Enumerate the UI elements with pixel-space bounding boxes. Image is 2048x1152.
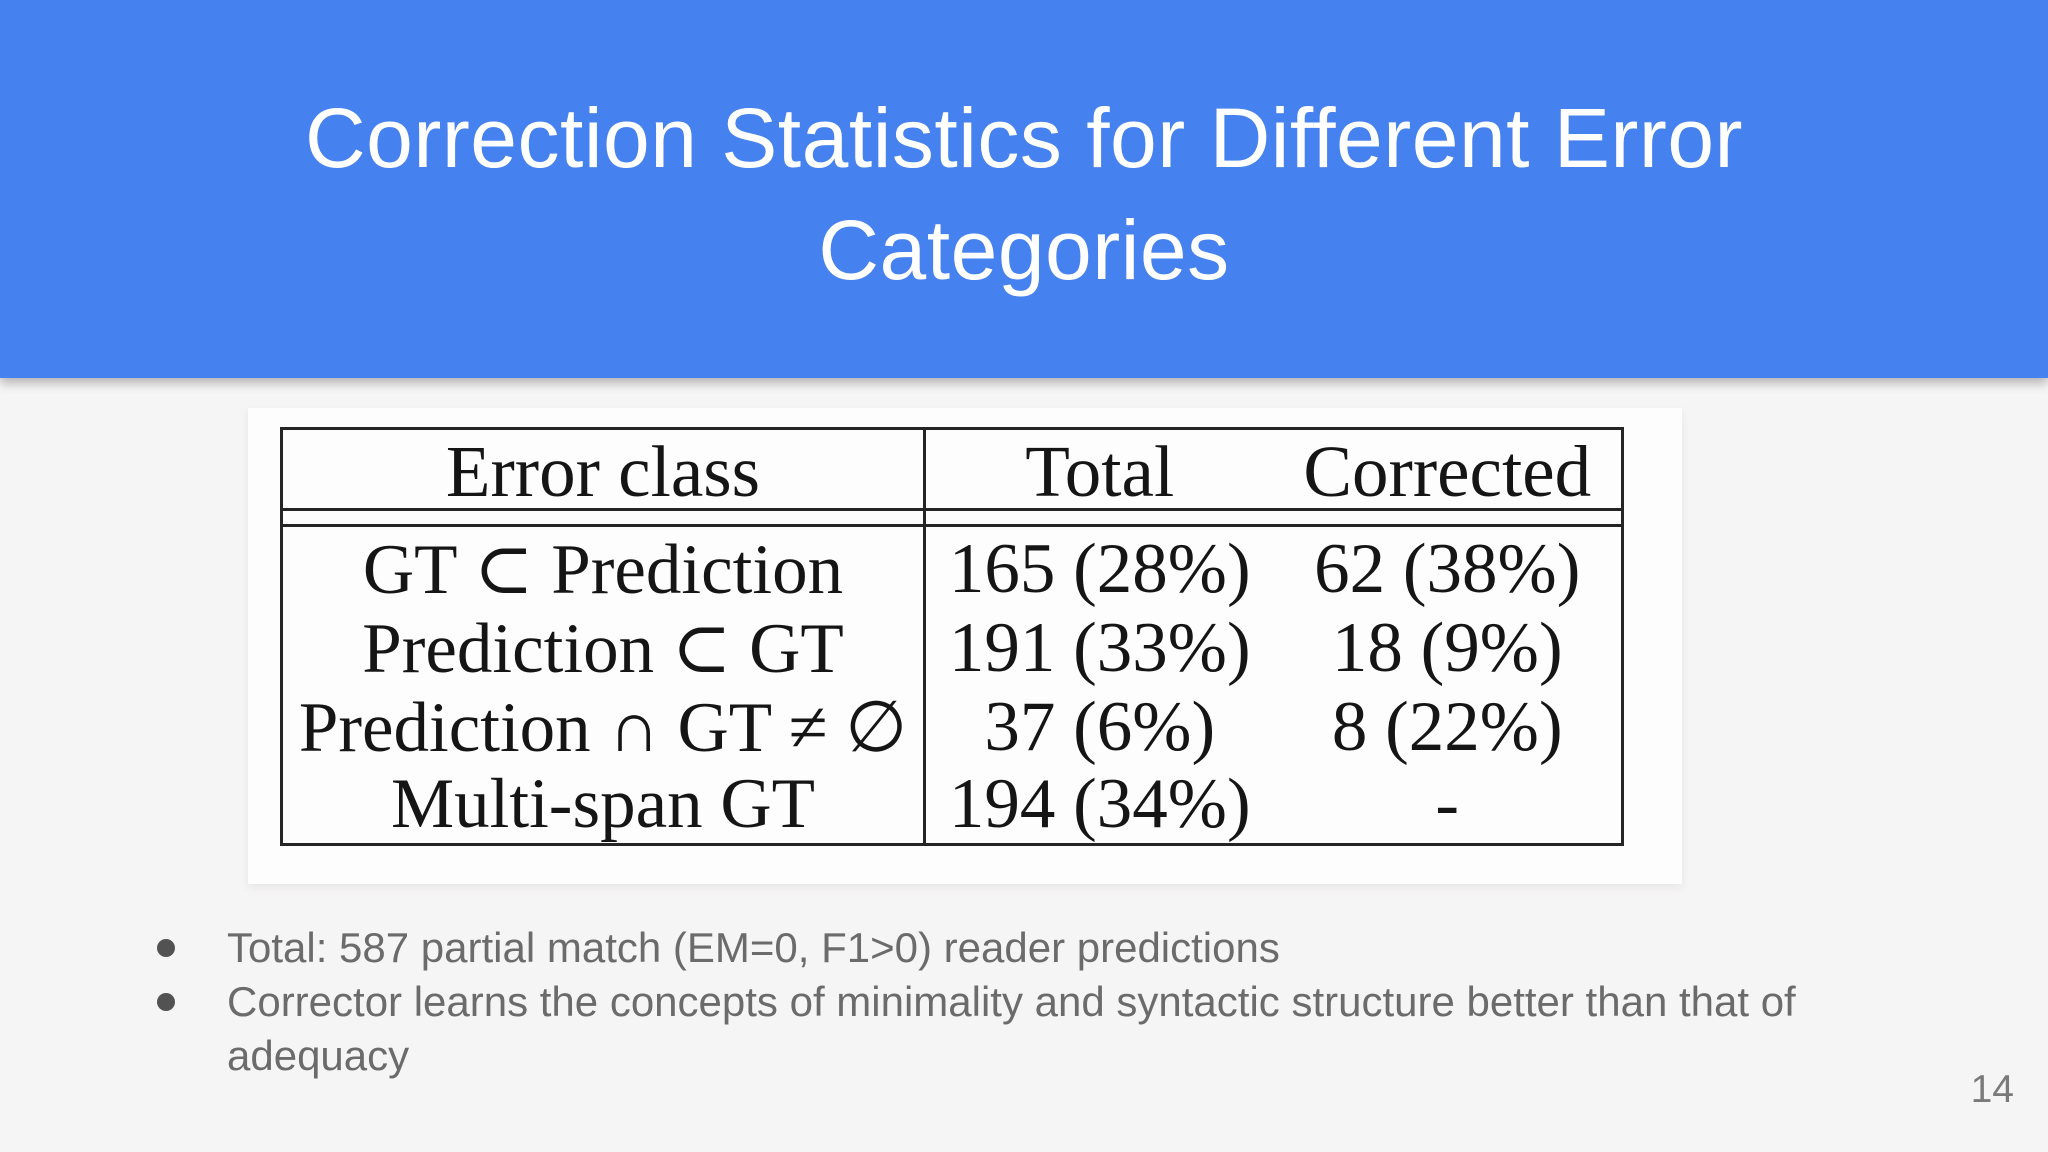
cell-corrected: - [1435,765,1460,843]
cell-total: 165 (28%) [948,529,1251,608]
cell-total: 191 (33%) [948,608,1251,687]
cell-corrected: 62 (38%) [1314,529,1581,608]
column-header-corrected: Corrected [1303,431,1592,512]
column-header-error-class: Error class [283,430,926,514]
error-statistics-table: Error class Total Corrected GT ⊂ Predict… [280,427,1624,846]
cell-error-class: Prediction ∩ GT ≠ ∅ [283,685,926,769]
column-header-total: Total [1025,431,1175,512]
cell-error-class: Prediction ⊂ GT [283,606,926,690]
table-header-row: Error class Total Corrected [283,430,1621,514]
list-item: Total: 587 partial match (EM=0, F1>0) re… [148,921,1898,975]
table-row: GT ⊂ Prediction 165 (28%) 62 (38%) [283,527,1621,611]
table-image-panel: Error class Total Corrected GT ⊂ Predict… [248,408,1682,884]
cell-error-class: GT ⊂ Prediction [283,527,926,611]
title-banner: Correction Statistics for Different Erro… [0,0,2048,378]
bullet-list: Total: 587 partial match (EM=0, F1>0) re… [148,921,1898,1083]
list-item: Corrector learns the concepts of minimal… [148,975,1898,1083]
cell-total: 194 (34%) [948,765,1251,843]
cell-corrected: 18 (9%) [1331,608,1563,687]
bullet-text: Corrector learns the concepts of minimal… [227,978,1796,1079]
slide-title: Correction Statistics for Different Erro… [304,91,1744,297]
table-row: Prediction ∩ GT ≠ ∅ 37 (6%) 8 (22%) [283,685,1621,769]
table-row: Multi-span GT 194 (34%) - [283,764,1621,845]
bullet-dot-icon [157,993,175,1011]
table-header-double-rule [283,511,1621,527]
table-row: Prediction ⊂ GT 191 (33%) 18 (9%) [283,606,1621,690]
cell-error-class: Multi-span GT [283,764,926,845]
bullet-dot-icon [157,939,175,957]
cell-total: 37 (6%) [984,687,1216,766]
bullet-text: Total: 587 partial match (EM=0, F1>0) re… [227,924,1280,971]
cell-corrected: 8 (22%) [1331,687,1563,766]
page-number: 14 [1970,1068,2014,1111]
